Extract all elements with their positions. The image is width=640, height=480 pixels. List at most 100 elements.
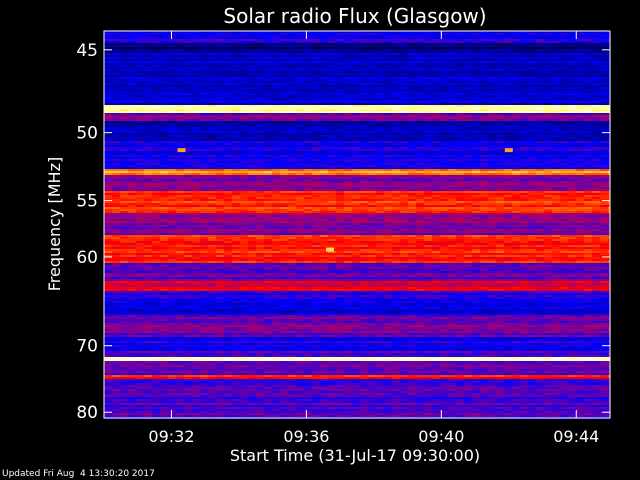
spectrogram-cell: [152, 183, 160, 185]
spectrogram-cell: [296, 113, 304, 115]
spectrogram-cell: [576, 109, 584, 111]
spectrogram-cell: [376, 67, 384, 69]
spectrogram-cell: [208, 163, 216, 165]
spectrogram-cell: [296, 65, 304, 67]
spectrogram-cell: [288, 173, 296, 175]
spectrogram-cell: [464, 167, 472, 169]
spectrogram-cell: [232, 151, 240, 153]
spectrogram-cell: [408, 147, 416, 149]
spectrogram-cell: [432, 57, 440, 59]
spectrogram-cell: [168, 53, 176, 55]
spectrogram-cell: [376, 133, 384, 135]
spectrogram-cell: [232, 51, 240, 53]
spectrogram-cell: [328, 179, 336, 181]
spectrogram-cell: [328, 159, 336, 161]
spectrogram-cell: [560, 153, 568, 155]
spectrogram-cell: [392, 167, 400, 169]
spectrogram-cell: [320, 167, 328, 169]
spectrogram-cell: [112, 71, 120, 73]
spectrogram-cell: [560, 57, 568, 59]
spectrogram-cell: [288, 47, 296, 49]
spectrogram-cell: [416, 61, 424, 63]
spectrogram-cell: [512, 65, 520, 67]
spectrogram-cell: [200, 155, 208, 157]
spectrogram-cell: [144, 177, 152, 179]
spectrogram-cell: [528, 55, 536, 57]
spectrogram-cell: [208, 179, 216, 181]
spectrogram-cell: [216, 45, 224, 47]
spectrogram-cell: [576, 125, 584, 127]
spectrogram-cell: [320, 35, 328, 37]
spectrogram-cell: [600, 35, 608, 37]
spectrogram-cell: [464, 83, 472, 85]
spectrogram-cell: [160, 111, 168, 113]
spectrogram-cell: [512, 147, 520, 149]
spectrogram-cell: [280, 75, 288, 77]
spectrogram-cell: [440, 153, 448, 155]
spectrogram-cell: [144, 49, 152, 51]
spectrogram-cell: [368, 83, 376, 85]
spectrogram-cell: [424, 91, 432, 93]
spectrogram-cell: [336, 79, 344, 81]
spectrogram-cell: [528, 135, 536, 137]
spectrogram-cell: [504, 119, 512, 121]
spectrogram-cell: [168, 135, 176, 137]
spectrogram-cell: [592, 79, 600, 81]
spectrogram-cell: [112, 85, 120, 87]
spectrogram-cell: [312, 165, 320, 167]
spectrogram-cell: [168, 65, 176, 67]
spectrogram-cell: [296, 139, 304, 141]
spectrogram-cell: [584, 161, 592, 163]
spectrogram-cell: [552, 45, 560, 47]
spectrogram-cell: [424, 73, 432, 75]
spectrogram-cell: [256, 31, 264, 33]
spectrogram-cell: [136, 57, 144, 59]
spectrogram-cell: [248, 43, 256, 45]
spectrogram-cell: [552, 87, 560, 89]
spectrogram-cell: [552, 113, 560, 115]
spectrogram-cell: [304, 113, 312, 115]
spectrogram-cell: [224, 35, 232, 37]
spectrogram-cell: [200, 173, 208, 175]
spectrogram-cell: [576, 153, 584, 155]
spectrogram-cell: [344, 71, 352, 73]
spectrogram-cell: [160, 47, 168, 49]
spectrogram-cell: [256, 143, 264, 145]
spectrogram-cell: [264, 143, 272, 145]
spectrogram-cell: [328, 147, 336, 149]
spectrogram-cell: [144, 35, 152, 37]
spectrogram-cell: [544, 129, 552, 131]
spectrogram-cell: [376, 149, 384, 151]
spectrogram-cell: [200, 73, 208, 75]
spectrogram-cell: [176, 171, 184, 173]
spectrogram-cell: [448, 77, 456, 79]
spectrogram-cell: [424, 161, 432, 163]
spectrogram-cell: [416, 129, 424, 131]
spectrogram-cell: [112, 151, 120, 153]
spectrogram-cell: [328, 87, 336, 89]
spectrogram-cell: [288, 87, 296, 89]
spectrogram-cell: [336, 89, 344, 91]
spectrogram-cell: [168, 113, 176, 115]
spectrogram-cell: [328, 93, 336, 95]
spectrogram-cell: [320, 115, 328, 117]
spectrogram-cell: [360, 141, 368, 143]
spectrogram-cell: [328, 91, 336, 93]
spectrogram-cell: [440, 133, 448, 135]
spectrogram-cell: [168, 145, 176, 147]
spectrogram-cell: [536, 151, 544, 153]
spectrogram-cell: [248, 123, 256, 125]
spectrogram-cell: [392, 155, 400, 157]
spectrogram-cell: [432, 47, 440, 49]
spectrogram-cell: [544, 119, 552, 121]
spectrogram-cell: [544, 57, 552, 59]
spectrogram-cell: [144, 175, 152, 177]
spectrogram-cell: [192, 41, 200, 43]
spectrogram-cell: [384, 43, 392, 45]
spectrogram-cell: [152, 159, 160, 161]
spectrogram-row: [104, 97, 610, 99]
spectrogram-cell: [296, 107, 304, 109]
spectrogram-cell: [400, 99, 408, 101]
spectrogram-cell: [400, 169, 408, 171]
spectrogram-cell: [544, 33, 552, 35]
